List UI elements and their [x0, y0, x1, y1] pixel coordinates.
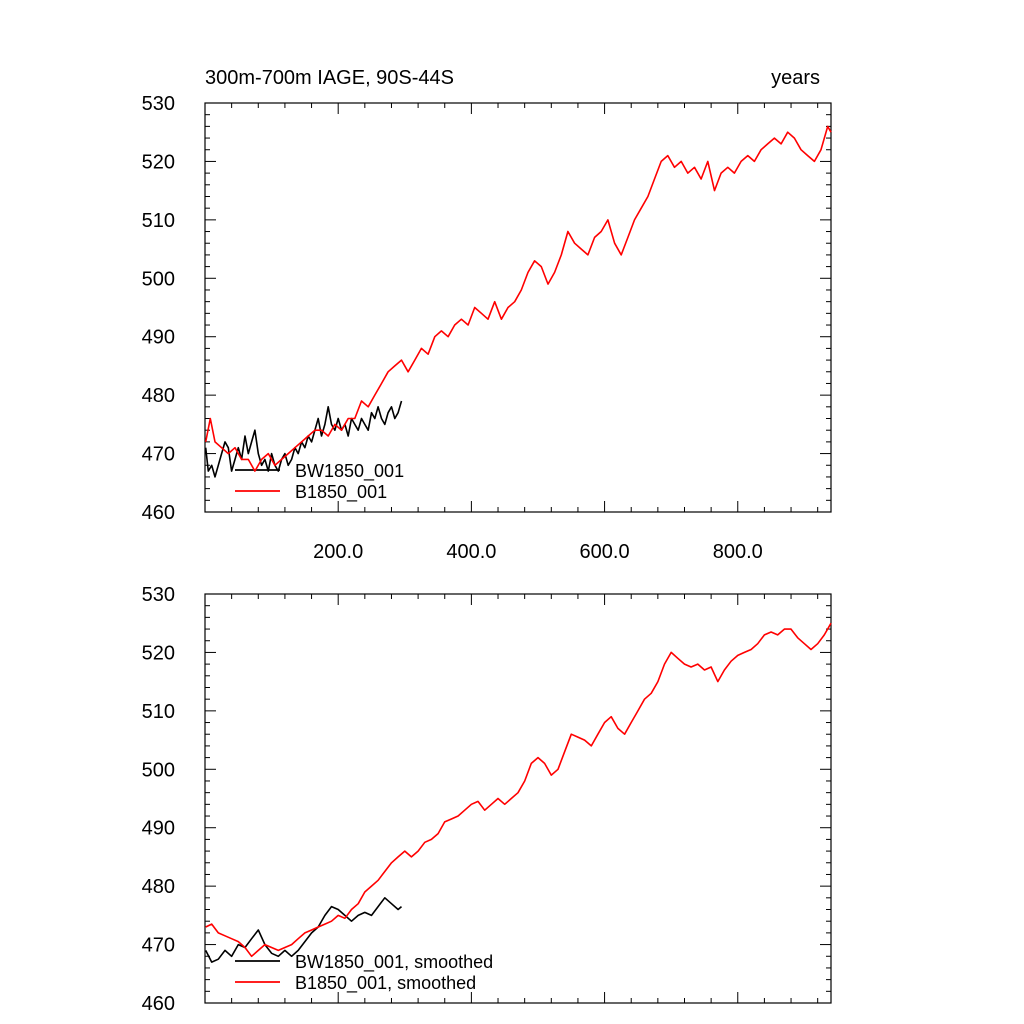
bottom-legend-label-1: B1850_001, smoothed — [295, 973, 476, 994]
plot-layer: 460 470 480 490 500 510 520 530 200.0 400.0 600.0 8… — [142, 93, 832, 1015]
plot-frame-0 — [204, 102, 832, 513]
y-tick-label: 480 — [142, 385, 175, 407]
panel-1: 460 470 480 490 500 510 520 530 — [142, 584, 832, 1015]
y-tick-label: 500 — [142, 759, 175, 781]
y-tick-label: 470 — [142, 935, 175, 957]
y-tick-label: 490 — [142, 327, 175, 349]
y-tick-label: 510 — [142, 210, 175, 232]
y-tick-label: 530 — [142, 93, 175, 115]
y-tick-label: 460 — [142, 993, 175, 1015]
series-line-black — [204, 400, 403, 478]
x-tick-label: 600.0 — [580, 541, 630, 563]
x-tick-label: 200.0 — [313, 541, 363, 563]
y-tick-label: 510 — [142, 701, 175, 723]
top-panel-title: 300m-700m IAGE, 90S-44S — [205, 67, 454, 89]
series-line-black — [204, 897, 403, 963]
y-tick-label: 530 — [142, 584, 175, 606]
y-tick-label: 500 — [142, 268, 175, 290]
y-tick-label: 480 — [142, 876, 175, 898]
y-tick-label: 470 — [142, 444, 175, 466]
y-tick-label: 490 — [142, 818, 175, 840]
bottom-legend-label-0: BW1850_001, smoothed — [295, 952, 493, 973]
top-legend-label-0: BW1850_001 — [295, 461, 404, 482]
y-tick-label: 520 — [142, 642, 175, 664]
x-tick-label: 800.0 — [713, 541, 763, 563]
y-tick-label: 460 — [142, 502, 175, 524]
panel-0: 460 470 480 490 500 510 520 530 200.0 400.0 600.0 8… — [142, 93, 832, 563]
x-tick-label: 400.0 — [446, 541, 496, 563]
top-legend-label-1: B1850_001 — [295, 482, 387, 503]
top-panel-units: years — [771, 67, 820, 89]
series-line-red — [204, 125, 832, 472]
series-line-red — [205, 622, 832, 958]
y-tick-label: 520 — [142, 151, 175, 173]
plot-frame-1 — [204, 593, 832, 1004]
